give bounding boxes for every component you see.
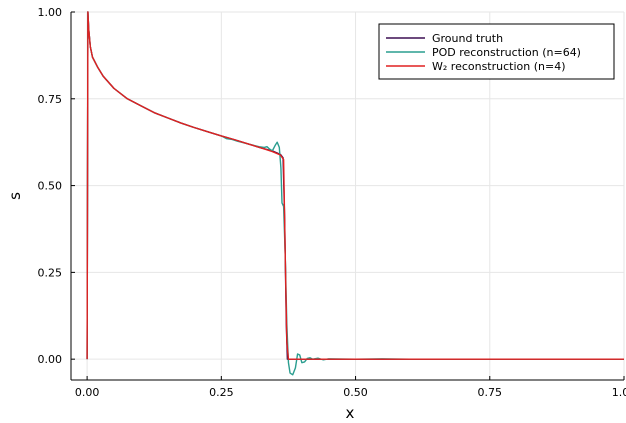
axes: [70, 12, 624, 381]
x-tick-label: 0.75: [478, 386, 503, 399]
x-tick-label: 0.25: [209, 386, 234, 399]
x-tick-label: 0.50: [343, 386, 368, 399]
legend-label: W₂ reconstruction (n=4): [432, 60, 566, 73]
y-tick-label: 0.00: [38, 353, 63, 366]
x-axis-label: x: [346, 404, 355, 422]
y-tick-label: 0.50: [38, 180, 63, 193]
x-tick-label: 0.00: [75, 386, 100, 399]
y-tick-label: 0.75: [38, 93, 63, 106]
y-tick-label: 1.00: [38, 6, 63, 19]
series-line-3: [86, 11, 624, 360]
y-tick-label: 0.25: [38, 266, 63, 279]
y-axis-label: s: [6, 192, 24, 200]
series-group: [86, 11, 624, 376]
legend-label: POD reconstruction (n=64): [432, 46, 581, 59]
legend-label: Ground truth: [432, 32, 503, 45]
ticks: 0.00 0.25 0.50 0.75 1.00 0.00 0.25 0.50 0.75 1.00: [38, 6, 626, 399]
x-tick-label: 1.00: [612, 386, 626, 399]
